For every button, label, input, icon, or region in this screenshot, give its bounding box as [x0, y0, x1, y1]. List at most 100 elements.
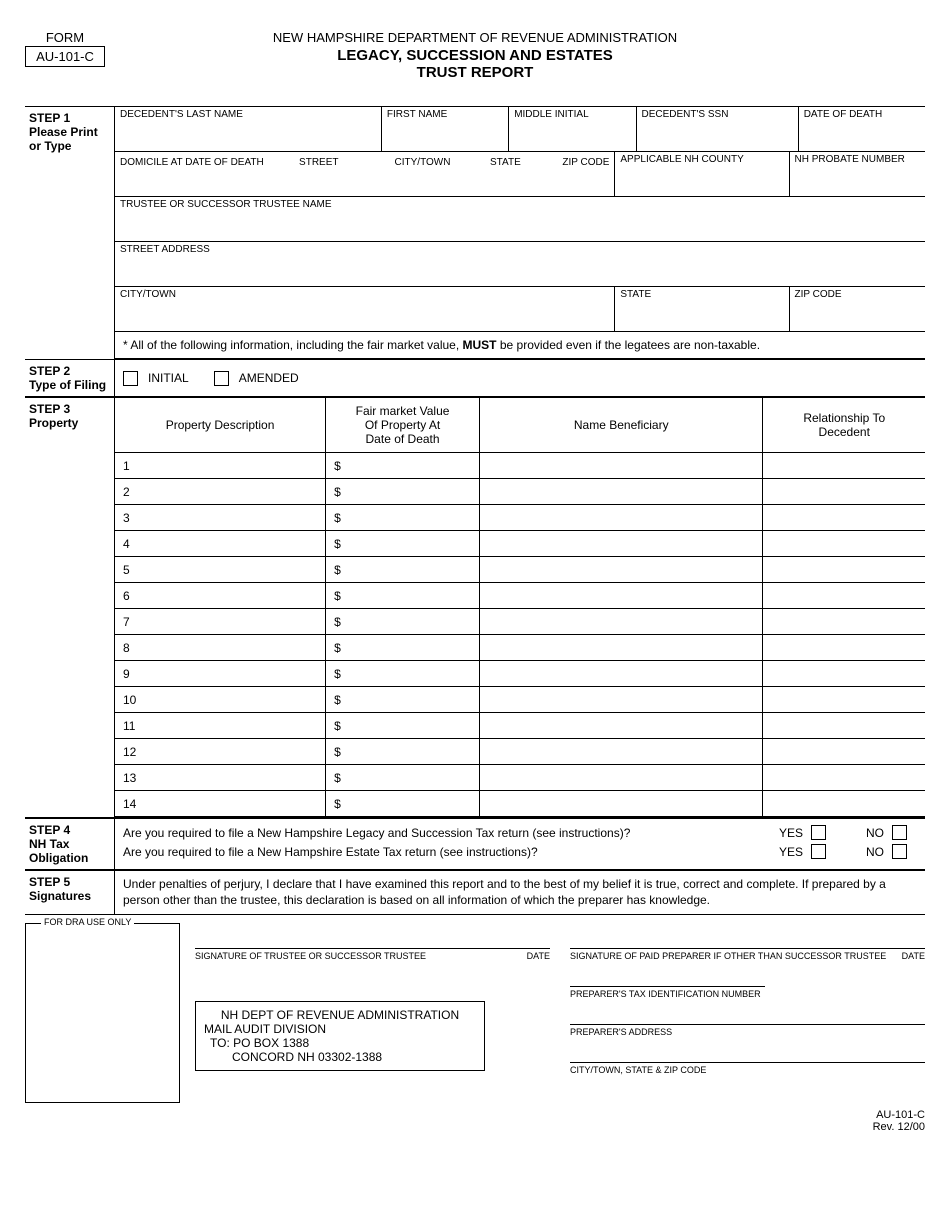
property-row: 14$ — [115, 791, 925, 817]
q1-no[interactable] — [892, 825, 907, 840]
field-state2[interactable]: STATE — [615, 287, 789, 331]
sig-right-col: SIGNATURE OF PAID PREPARER IF OTHER THAN… — [570, 923, 925, 1103]
prop-rel[interactable] — [763, 557, 925, 583]
step1-section: STEP 1 Please Print or Type DECEDENT'S L… — [25, 106, 925, 359]
property-row: 1$ — [115, 453, 925, 479]
prop-benef[interactable] — [479, 505, 763, 531]
prop-desc[interactable]: 12 — [115, 739, 326, 765]
sig-preparer-line[interactable]: SIGNATURE OF PAID PREPARER IF OTHER THAN… — [570, 948, 925, 961]
prop-fmv[interactable]: $ — [326, 635, 480, 661]
prop-fmv[interactable]: $ — [326, 557, 480, 583]
prop-desc[interactable]: 5 — [115, 557, 326, 583]
prop-benef[interactable] — [479, 713, 763, 739]
checkbox-initial[interactable] — [123, 371, 138, 386]
prop-benef[interactable] — [479, 479, 763, 505]
dra-label: FOR DRA USE ONLY — [41, 917, 134, 927]
prop-fmv[interactable]: $ — [326, 453, 480, 479]
page-header: NEW HAMPSHIRE DEPARTMENT OF REVENUE ADMI… — [105, 30, 845, 81]
prop-rel[interactable] — [763, 635, 925, 661]
prop-desc[interactable]: 10 — [115, 687, 326, 713]
prop-desc[interactable]: 8 — [115, 635, 326, 661]
prop-fmv[interactable]: $ — [326, 531, 480, 557]
prop-rel[interactable] — [763, 791, 925, 817]
prop-rel[interactable] — [763, 609, 925, 635]
form-footer: AU-101-C Rev. 12/00 — [25, 1109, 925, 1133]
field-dod[interactable]: DATE OF DEATH — [799, 107, 925, 151]
prop-desc[interactable]: 13 — [115, 765, 326, 791]
prop-rel[interactable] — [763, 531, 925, 557]
field-domicile[interactable]: DOMICILE AT DATE OF DEATH STREET CITY/TO… — [115, 152, 615, 196]
step2-label: STEP 2 — [29, 364, 110, 378]
prop-desc[interactable]: 1 — [115, 453, 326, 479]
property-row: 5$ — [115, 557, 925, 583]
prop-benef[interactable] — [479, 791, 763, 817]
q2-yes[interactable] — [811, 844, 826, 859]
prop-desc[interactable]: 7 — [115, 609, 326, 635]
prop-rel[interactable] — [763, 739, 925, 765]
prop-rel[interactable] — [763, 661, 925, 687]
field-firstname[interactable]: FIRST NAME — [382, 107, 509, 151]
field-streetaddr[interactable]: STREET ADDRESS — [115, 242, 925, 286]
prop-fmv[interactable]: $ — [326, 765, 480, 791]
prop-fmv[interactable]: $ — [326, 609, 480, 635]
sig-csz-line[interactable]: CITY/TOWN, STATE & ZIP CODE — [570, 1062, 925, 1075]
dra-use-box: FOR DRA USE ONLY — [25, 923, 180, 1103]
sig-tin-line[interactable]: PREPARER'S TAX IDENTIFICATION NUMBER — [570, 986, 765, 999]
sig-trustee-line[interactable]: SIGNATURE OF TRUSTEE OR SUCCESSOR TRUSTE… — [195, 948, 550, 961]
prop-benef[interactable] — [479, 453, 763, 479]
prop-fmv[interactable]: $ — [326, 661, 480, 687]
prop-benef[interactable] — [479, 635, 763, 661]
prop-rel[interactable] — [763, 713, 925, 739]
prop-rel[interactable] — [763, 583, 925, 609]
prop-benef[interactable] — [479, 739, 763, 765]
prop-fmv[interactable]: $ — [326, 687, 480, 713]
q1-yes[interactable] — [811, 825, 826, 840]
form-code: AU-101-C — [25, 46, 105, 67]
prop-benef[interactable] — [479, 531, 763, 557]
field-mi[interactable]: MIDDLE INITIAL — [509, 107, 636, 151]
prop-fmv[interactable]: $ — [326, 479, 480, 505]
sig-addr-line[interactable]: PREPARER'S ADDRESS — [570, 1024, 925, 1037]
prop-rel[interactable] — [763, 687, 925, 713]
prop-benef[interactable] — [479, 609, 763, 635]
field-zip2[interactable]: ZIP CODE — [790, 287, 925, 331]
th-fmv: Fair market Value Of Property At Date of… — [326, 398, 480, 453]
prop-desc[interactable]: 14 — [115, 791, 326, 817]
step1-label-col: STEP 1 Please Print or Type — [25, 107, 115, 359]
prop-fmv[interactable]: $ — [326, 791, 480, 817]
field-lastname[interactable]: DECEDENT'S LAST NAME — [115, 107, 382, 151]
property-row: 7$ — [115, 609, 925, 635]
prop-benef[interactable] — [479, 661, 763, 687]
prop-desc[interactable]: 6 — [115, 583, 326, 609]
prop-benef[interactable] — [479, 583, 763, 609]
field-probate[interactable]: NH PROBATE NUMBER — [790, 152, 925, 196]
step4-sub: NH Tax Obligation — [29, 837, 110, 865]
step4-section: STEP 4 NH Tax Obligation Are you require… — [25, 818, 925, 870]
prop-desc[interactable]: 9 — [115, 661, 326, 687]
prop-benef[interactable] — [479, 687, 763, 713]
field-county[interactable]: APPLICABLE NH COUNTY — [615, 152, 789, 196]
prop-rel[interactable] — [763, 505, 925, 531]
prop-rel[interactable] — [763, 479, 925, 505]
form-title-1: LEGACY, SUCCESSION AND ESTATES — [105, 47, 845, 64]
prop-fmv[interactable]: $ — [326, 713, 480, 739]
step5-section: STEP 5 Signatures Under penalties of per… — [25, 870, 925, 915]
prop-desc[interactable]: 11 — [115, 713, 326, 739]
field-city2[interactable]: CITY/TOWN — [115, 287, 615, 331]
prop-rel[interactable] — [763, 765, 925, 791]
prop-desc[interactable]: 3 — [115, 505, 326, 531]
prop-desc[interactable]: 4 — [115, 531, 326, 557]
prop-benef[interactable] — [479, 765, 763, 791]
q2-no[interactable] — [892, 844, 907, 859]
field-trustee[interactable]: TRUSTEE OR SUCCESSOR TRUSTEE NAME — [115, 197, 925, 241]
checkbox-amended[interactable] — [214, 371, 229, 386]
property-row: 12$ — [115, 739, 925, 765]
field-ssn[interactable]: DECEDENT'S SSN — [637, 107, 799, 151]
prop-fmv[interactable]: $ — [326, 739, 480, 765]
prop-desc[interactable]: 2 — [115, 479, 326, 505]
prop-fmv[interactable]: $ — [326, 505, 480, 531]
prop-rel[interactable] — [763, 453, 925, 479]
prop-benef[interactable] — [479, 557, 763, 583]
prop-fmv[interactable]: $ — [326, 583, 480, 609]
property-row: 4$ — [115, 531, 925, 557]
